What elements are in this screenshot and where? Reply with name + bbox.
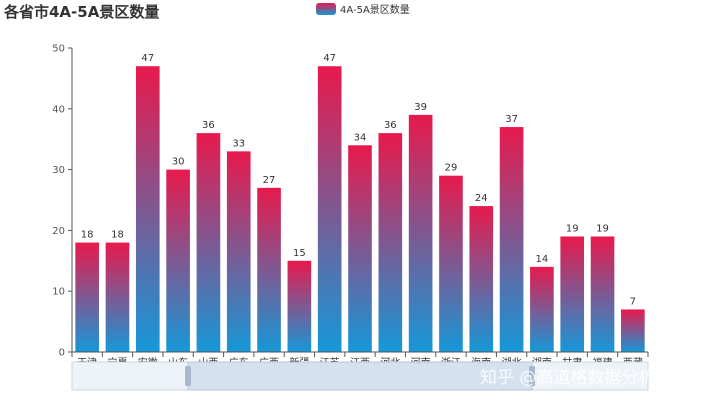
data-label: 36	[202, 120, 215, 131]
bar-天津[interactable]	[75, 242, 99, 352]
bar-安徽[interactable]	[135, 66, 160, 353]
data-label: 30	[172, 157, 185, 168]
data-label: 19	[596, 223, 609, 234]
bar-广西[interactable]	[257, 187, 281, 352]
y-tick-label: 10	[52, 287, 65, 298]
bar-山东[interactable]	[166, 169, 190, 352]
data-label: 18	[81, 230, 94, 241]
slider-left-handle[interactable]	[185, 366, 191, 386]
data-label: 24	[475, 193, 488, 204]
data-label: 18	[111, 230, 124, 241]
data-label: 19	[566, 223, 579, 234]
bar-西藏[interactable]	[621, 309, 645, 352]
data-label: 37	[505, 114, 518, 125]
bar-福建[interactable]	[590, 236, 615, 352]
datazoom-slider[interactable]	[71, 361, 649, 391]
y-tick-label: 0	[59, 348, 65, 359]
data-label: 27	[263, 175, 276, 186]
bar-湖北[interactable]	[499, 127, 524, 352]
slider-selected-window[interactable]	[187, 361, 533, 391]
data-label: 7	[630, 296, 636, 307]
slider-right-handle[interactable]	[529, 366, 535, 386]
bar-新疆[interactable]	[287, 260, 312, 352]
y-tick-label: 50	[52, 44, 65, 55]
data-label: 15	[293, 248, 306, 259]
bar-甘肃[interactable]	[560, 236, 585, 352]
data-label: 47	[323, 53, 336, 64]
bar-江西[interactable]	[348, 145, 372, 352]
bar-广东[interactable]	[226, 151, 251, 352]
y-tick-label: 20	[52, 226, 65, 237]
bar-河南[interactable]	[408, 114, 433, 352]
bar-浙江[interactable]	[439, 175, 463, 352]
bar-湖南[interactable]	[530, 266, 554, 352]
data-label: 29	[445, 163, 458, 174]
bar-series: 18 18 47 30 36 33 27 15 47 34 36 39 29 24 37 14 19 19 7	[75, 53, 645, 353]
data-label: 14	[536, 254, 549, 265]
legend[interactable]: 4A-5A景区数量	[316, 3, 410, 16]
bar-河北[interactable]	[378, 133, 403, 352]
data-label: 34	[354, 132, 367, 143]
data-label: 39	[414, 102, 427, 113]
legend-swatch	[316, 3, 336, 15]
bar-江苏[interactable]	[317, 66, 342, 353]
bar-海南[interactable]	[469, 206, 494, 352]
data-label: 47	[141, 53, 154, 64]
watermark: 知乎 @高道格数据分析	[480, 368, 655, 388]
bar-宁夏[interactable]	[105, 242, 130, 352]
y-axis: 0 10 20 30 40 50	[52, 44, 73, 359]
data-label: 36	[384, 120, 397, 131]
data-label: 33	[232, 138, 245, 149]
legend-label: 4A-5A景区数量	[340, 3, 410, 16]
y-tick-label: 40	[52, 104, 65, 115]
y-tick-label: 30	[52, 165, 65, 176]
chart-title: 各省市4A-5A景区数量	[3, 3, 159, 21]
bar-山西[interactable]	[196, 133, 221, 352]
